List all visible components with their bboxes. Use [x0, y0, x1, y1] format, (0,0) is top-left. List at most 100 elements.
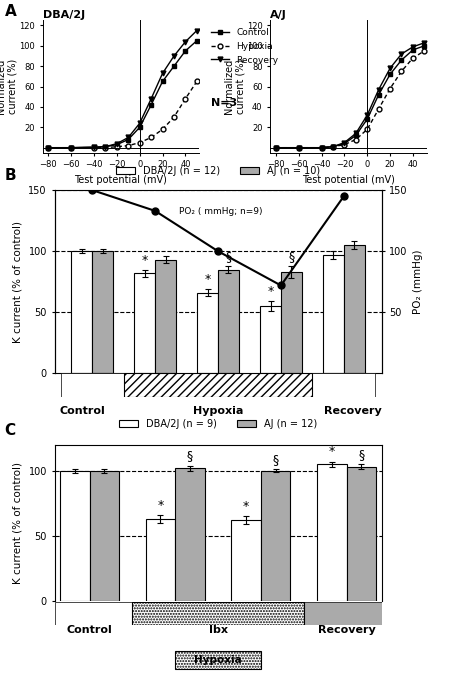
Legend: DBA/2J (n = 9), AJ (n = 12): DBA/2J (n = 9), AJ (n = 12): [115, 416, 321, 433]
Bar: [55, 602, 132, 625]
Recovery: [171, 52, 177, 60]
Bar: [175, 650, 261, 669]
Bar: [175, 469, 205, 601]
Recovery: [319, 144, 324, 152]
Control: [126, 136, 131, 144]
Control: [365, 115, 370, 124]
Hypoxia: [330, 143, 336, 151]
Bar: [218, 270, 239, 373]
Hypoxia: [182, 94, 188, 103]
Bar: [146, 519, 175, 601]
Control: [171, 62, 177, 71]
Hypoxia: [46, 144, 51, 152]
Bar: [344, 245, 365, 373]
Recovery: [296, 144, 301, 152]
Bar: [249, 373, 312, 397]
Text: B: B: [5, 168, 17, 183]
Recovery: [376, 86, 382, 94]
Hypoxia: [126, 142, 131, 150]
Bar: [304, 602, 382, 625]
Recovery: [148, 94, 154, 103]
Recovery: [194, 26, 200, 35]
Control: [160, 77, 165, 86]
Text: Recovery: Recovery: [324, 406, 382, 416]
Text: *: *: [205, 273, 211, 286]
Text: *: *: [142, 253, 148, 266]
Recovery: [273, 144, 279, 152]
Text: *: *: [267, 285, 273, 298]
Text: §: §: [273, 453, 279, 466]
Control: [330, 143, 336, 151]
Hypoxia: [319, 144, 324, 152]
Recovery: [399, 50, 404, 58]
Bar: [346, 467, 376, 601]
Hypoxia: [296, 144, 301, 152]
Text: PO₂ ( mmHg; n=9): PO₂ ( mmHg; n=9): [179, 207, 262, 216]
Control: [91, 143, 97, 151]
Text: §: §: [187, 449, 193, 462]
Hypoxia: [421, 47, 427, 55]
Legend: Control, Hypoxia, Recovery: Control, Hypoxia, Recovery: [208, 25, 282, 68]
Hypoxia: [68, 144, 74, 152]
Control: [273, 144, 279, 152]
Hypoxia: [194, 77, 200, 86]
Text: *: *: [328, 445, 335, 458]
Recovery: [91, 143, 97, 151]
Hypoxia: [160, 126, 165, 134]
Recovery: [126, 134, 131, 142]
Text: N=3: N=3: [211, 98, 237, 109]
Text: DBA/2J: DBA/2J: [43, 10, 85, 20]
Text: §: §: [288, 250, 294, 263]
Bar: [317, 464, 346, 601]
Recovery: [137, 120, 143, 128]
Recovery: [114, 140, 120, 148]
Hypoxia: [273, 144, 279, 152]
Bar: [261, 471, 291, 601]
Bar: [197, 293, 218, 373]
Control: [68, 144, 74, 152]
Recovery: [160, 69, 165, 77]
Control: [319, 144, 324, 152]
Hypoxia: [171, 113, 177, 122]
Bar: [92, 251, 113, 373]
Hypoxia: [102, 144, 108, 152]
Bar: [323, 255, 344, 373]
Hypoxia: [342, 141, 347, 149]
Recovery: [387, 65, 393, 73]
X-axis label: Test potential (mV): Test potential (mV): [74, 175, 167, 185]
Hypoxia: [410, 54, 416, 62]
Y-axis label: PO₂ (mmHg): PO₂ (mmHg): [413, 250, 423, 314]
Y-axis label: K current (% of control): K current (% of control): [13, 221, 23, 343]
Control: [296, 144, 301, 152]
Control: [194, 37, 200, 45]
Recovery: [353, 129, 359, 137]
Bar: [61, 373, 124, 397]
Control: [410, 46, 416, 54]
Recovery: [365, 111, 370, 120]
Bar: [231, 520, 261, 601]
Text: Control: Control: [67, 625, 112, 636]
Hypoxia: [114, 143, 120, 151]
Text: C: C: [5, 422, 16, 437]
Bar: [218, 602, 304, 625]
Hypoxia: [376, 105, 382, 113]
Recovery: [182, 38, 188, 46]
Bar: [72, 251, 92, 373]
Hypoxia: [399, 67, 404, 75]
Hypoxia: [137, 139, 143, 147]
Bar: [132, 602, 304, 625]
Bar: [60, 471, 90, 601]
Text: Control: Control: [60, 406, 106, 416]
Bar: [187, 373, 249, 397]
Legend: DBA/2J (n = 12), AJ (n = 10): DBA/2J (n = 12), AJ (n = 10): [112, 162, 324, 180]
Text: Ibx: Ibx: [209, 625, 228, 636]
Control: [46, 144, 51, 152]
Recovery: [68, 144, 74, 152]
Hypoxia: [91, 144, 97, 152]
Hypoxia: [365, 126, 370, 134]
Recovery: [102, 143, 108, 151]
Recovery: [421, 39, 427, 47]
Recovery: [410, 43, 416, 51]
Control: [137, 124, 143, 132]
Control: [114, 141, 120, 149]
